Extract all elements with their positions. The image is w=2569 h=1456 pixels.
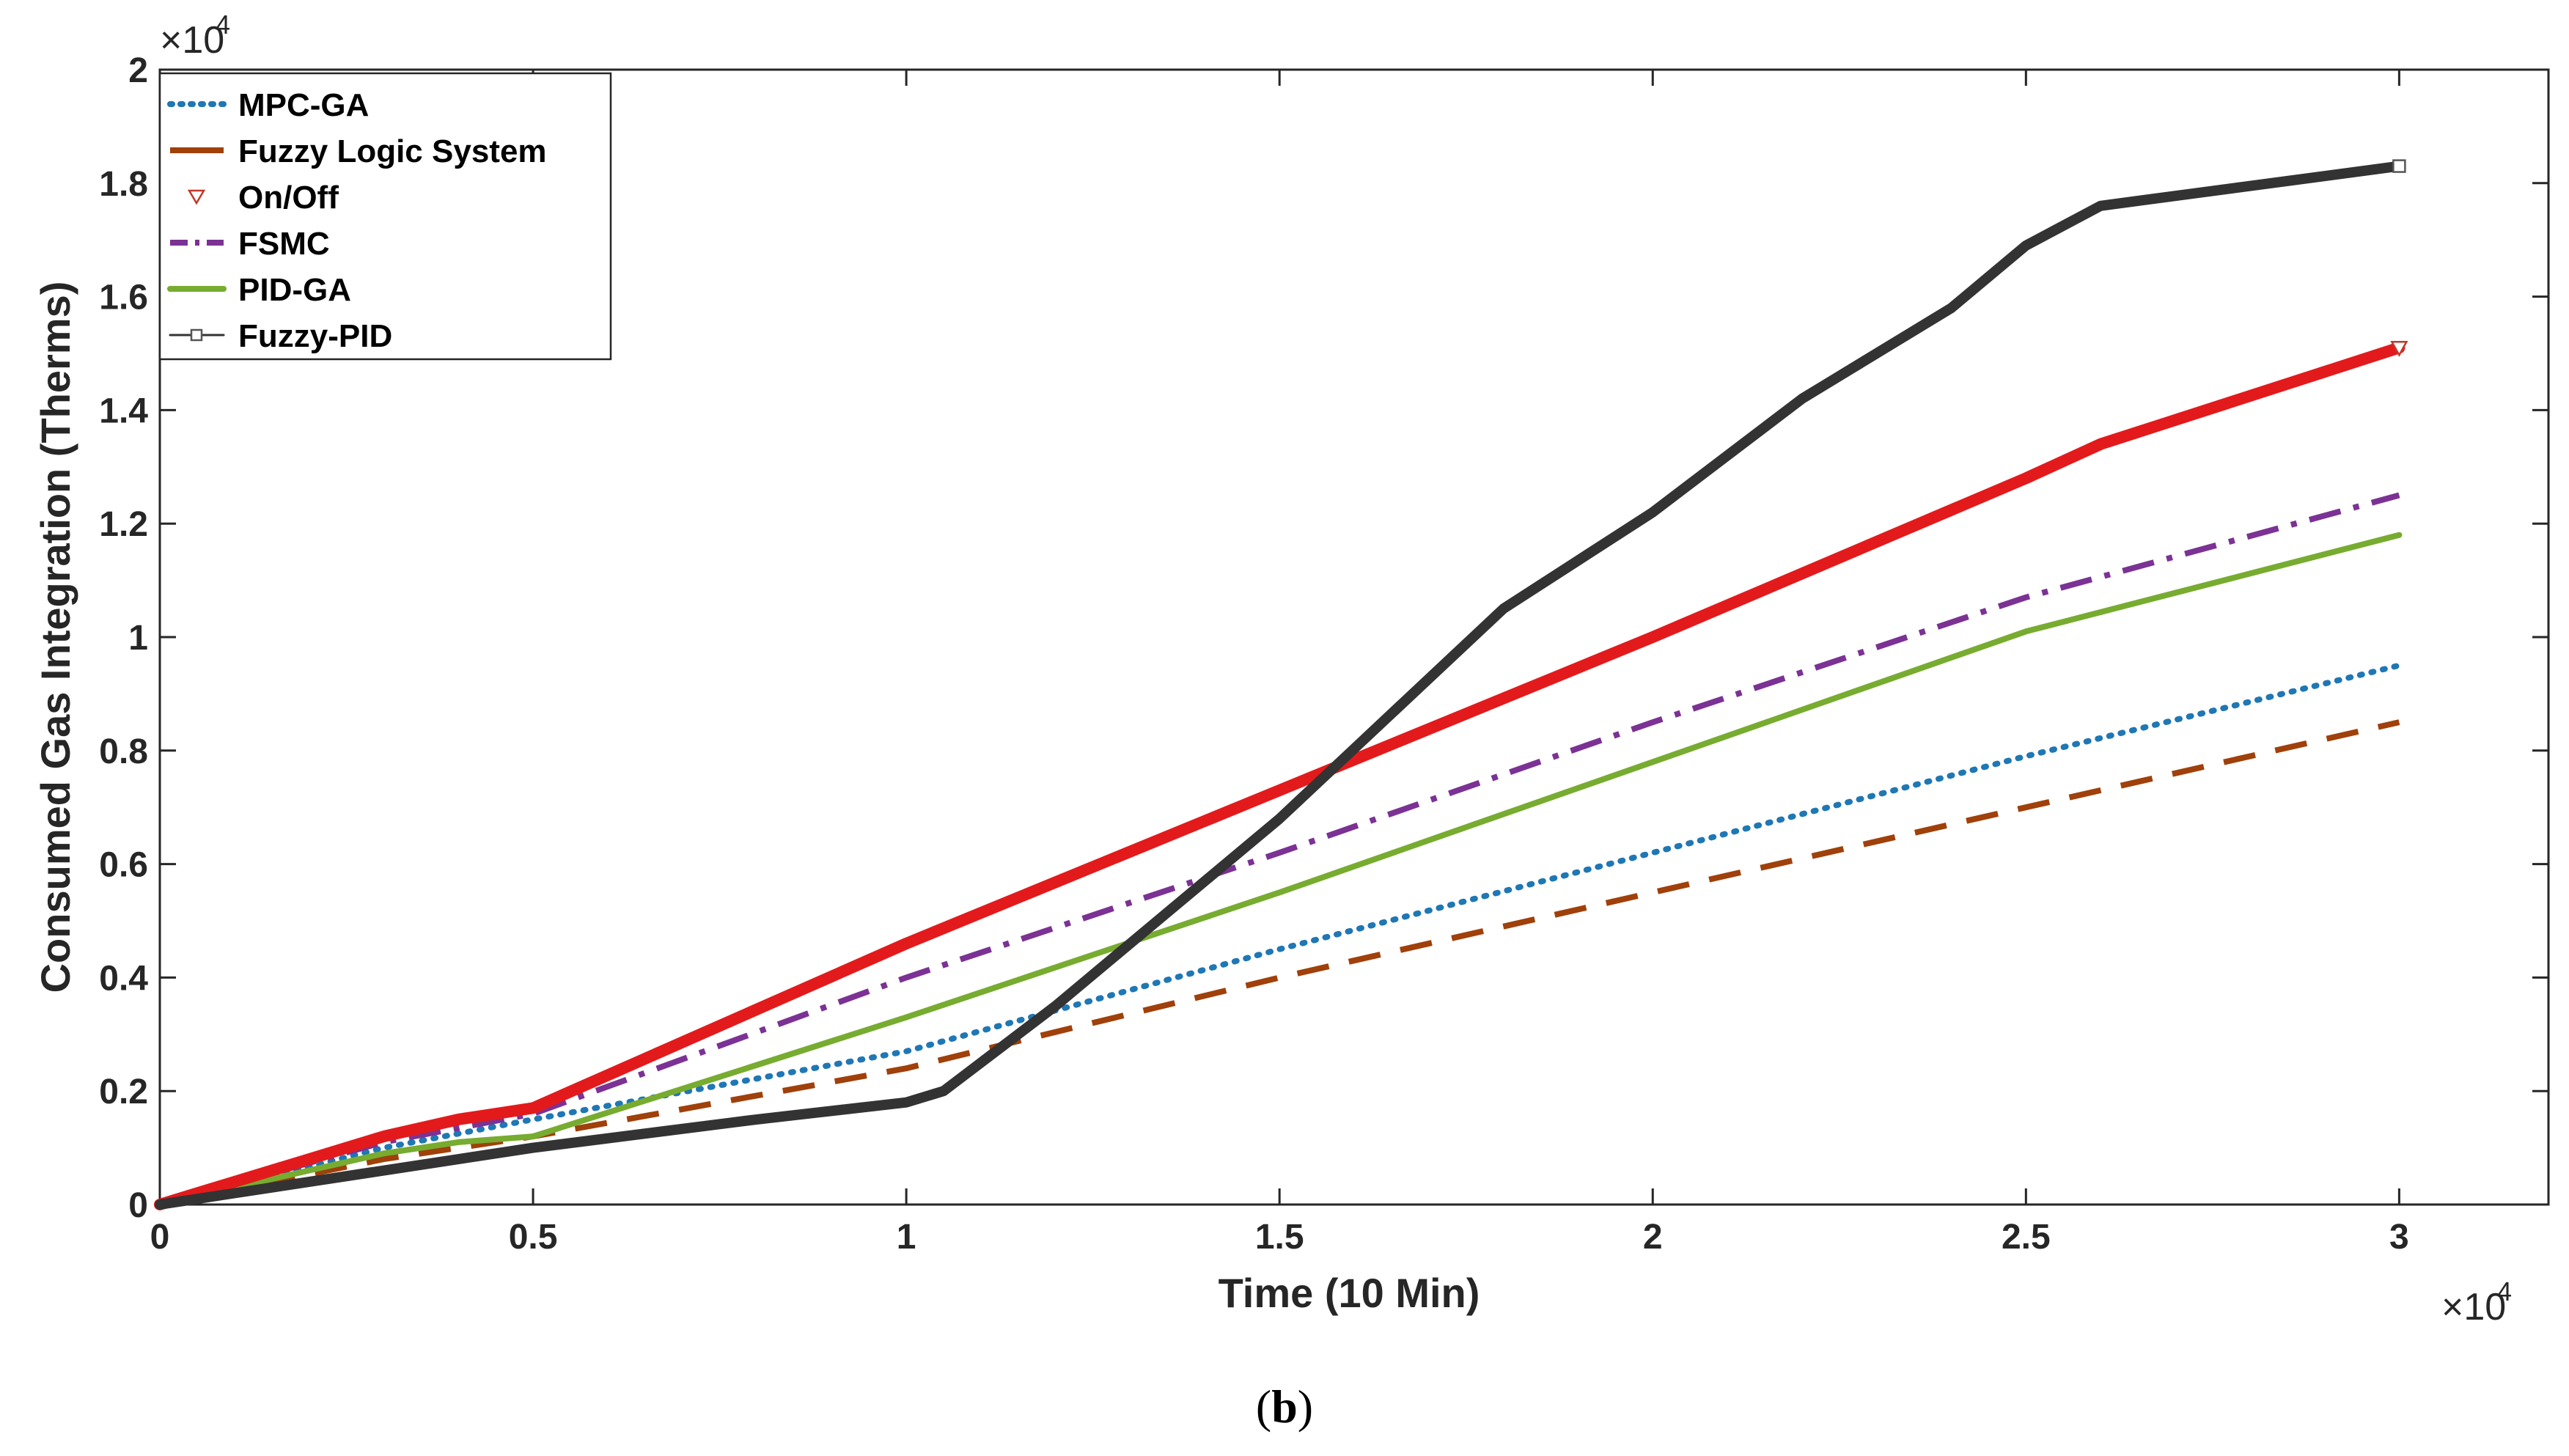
legend-label-fsmc: FSMC: [238, 226, 330, 262]
y-tick-label: 2: [128, 51, 148, 90]
y-tick-label: 0.2: [99, 1073, 148, 1111]
y-tick-label: 0.6: [99, 846, 148, 885]
legend-label-fuzzy-logic-system: Fuzzy Logic System: [238, 133, 547, 169]
legend-entry-fuzzy-pid: Fuzzy-PID: [169, 318, 392, 354]
axis-ticks: 0 0.5 1 1.5 2 2.5 3 0 0.2 0.4 0.6 0.8 1 1.2 1.4 1.6 1.8 2: [99, 51, 2548, 1257]
legend-box: [158, 72, 612, 361]
legend-label-pid-ga: PID-GA: [238, 272, 351, 308]
y-tick-label: 1.6: [99, 279, 148, 317]
legend-entry-pid-ga: PID-GA: [167, 272, 351, 308]
series-line-on-off: [154, 342, 2406, 1210]
y-exponent-base: ×10: [160, 19, 224, 62]
series-line-pid-ga: [157, 532, 2403, 1207]
legend-label-fuzzy-pid: Fuzzy-PID: [238, 318, 392, 354]
series-line-fuzzy-logic-system: [159, 719, 2400, 1207]
y-tick-label: 1.2: [99, 505, 148, 544]
legend-entry-fuzzy-logic-system: Fuzzy Logic System: [170, 133, 547, 169]
x-tick-label: 0.5: [509, 1218, 558, 1257]
x-exponent-base: ×10: [2441, 1286, 2506, 1328]
legend-label-mpc-ga: MPC-GA: [238, 87, 369, 123]
legend-marker-fuzzy-pid: [190, 328, 203, 342]
y-tick-label: 1: [128, 619, 148, 658]
x-axis-label: Time (10 Min): [1219, 1270, 1480, 1316]
caption-letter: b: [1271, 1380, 1298, 1433]
x-exponent: ×10 4: [2441, 1276, 2512, 1328]
legend-label-on-off: On/Off: [238, 180, 339, 216]
y-tick-label: 0.4: [99, 959, 148, 998]
x-tick-label: 1: [897, 1218, 916, 1257]
legend: MPC-GA Fuzzy Logic System On/Off FSMC PID-GA…: [158, 72, 612, 361]
legend-entry-mpc-ga: MPC-GA: [167, 87, 369, 123]
figure-caption: (b): [1256, 1380, 1313, 1433]
y-tick-label: 1.4: [99, 391, 148, 430]
legend-swatch-on-off: [187, 189, 206, 205]
y-exponent: ×10 4: [160, 10, 230, 62]
y-tick-label: 1.8: [99, 165, 148, 204]
series-line-fuzzy-pid: [155, 161, 2405, 1210]
series-line-fsmc: [158, 492, 2400, 1207]
x-exponent-power: 4: [2497, 1276, 2512, 1306]
x-tick-label: 0: [150, 1218, 170, 1257]
x-tick-label: 2.5: [2002, 1218, 2051, 1257]
y-tick-label: 0.8: [99, 732, 148, 771]
x-tick-label: 2: [1643, 1218, 1663, 1257]
y-tick-label: 0: [128, 1186, 148, 1225]
x-tick-label: 3: [2389, 1218, 2409, 1257]
x-tick-label: 1.5: [1255, 1218, 1304, 1257]
caption-close: ): [1298, 1380, 1313, 1433]
y-exponent-power: 4: [216, 10, 230, 40]
series-end-marker-fuzzy-pid: [2392, 159, 2406, 173]
legend-entry-on-off: On/Off: [187, 180, 339, 216]
series-end-marker-on-off: [2390, 341, 2408, 357]
series-line-mpc-ga: [157, 662, 2403, 1207]
series-lines: [154, 159, 2408, 1210]
legend-entry-fsmc: FSMC: [170, 226, 330, 262]
caption-open: (: [1256, 1380, 1271, 1433]
y-axis-label: Consumed Gas Integration (Therms): [32, 282, 78, 993]
